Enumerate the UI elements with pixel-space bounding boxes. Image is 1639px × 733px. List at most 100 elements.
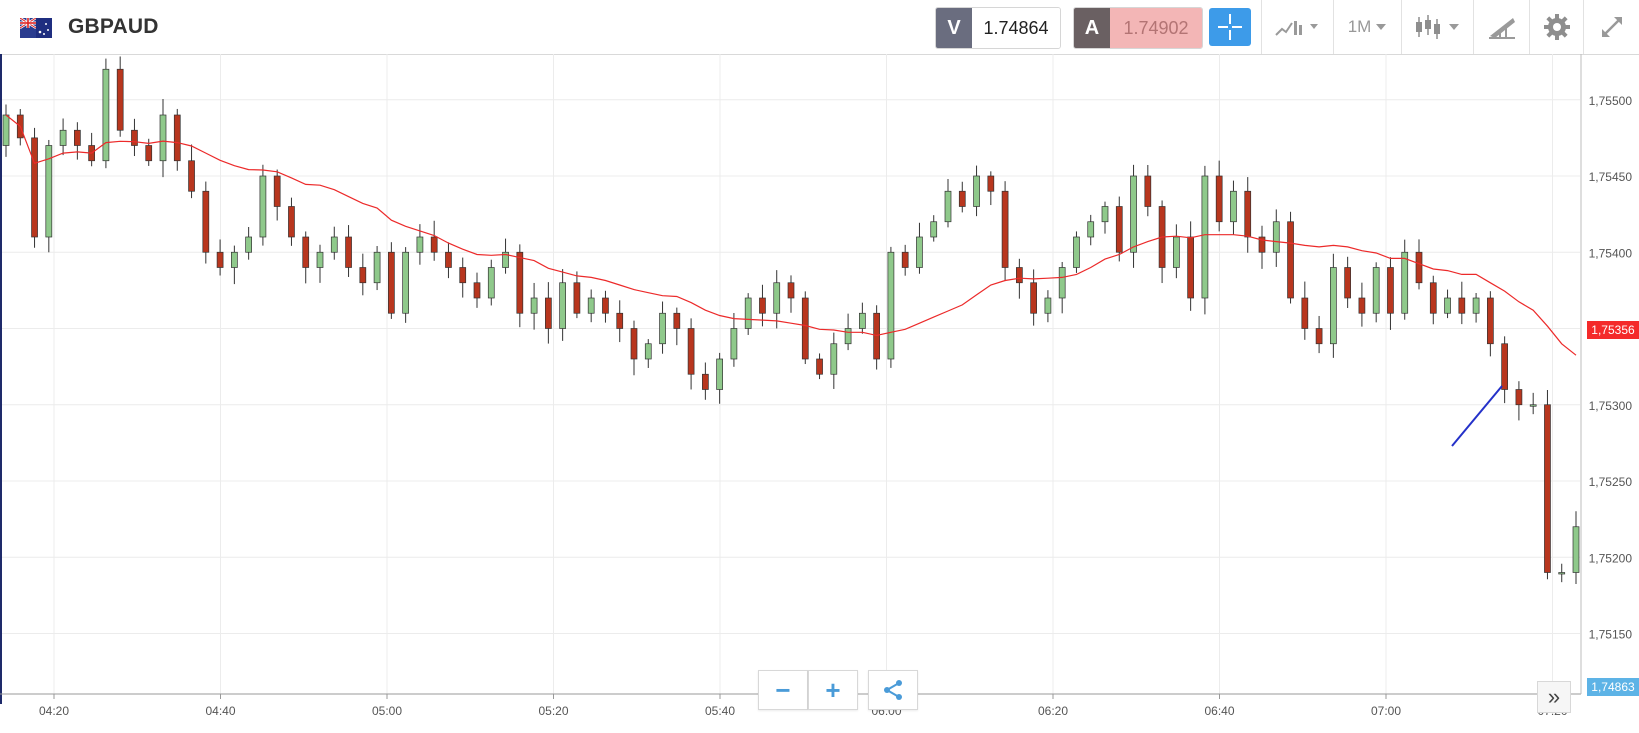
candle-body xyxy=(801,297,809,360)
y-tick-label: 1,75400 xyxy=(1589,246,1633,260)
buy-price: 1.74902 xyxy=(1110,8,1202,48)
candle-body xyxy=(316,251,324,268)
candle-body xyxy=(45,145,53,238)
zoom-in-button[interactable]: + xyxy=(808,670,858,710)
candle-body xyxy=(1287,221,1294,299)
expand-button[interactable] xyxy=(1583,0,1639,54)
candle-body xyxy=(388,251,395,314)
candle-body xyxy=(901,251,909,268)
x-tick-label: 04:20 xyxy=(39,704,69,718)
candle-body xyxy=(1187,236,1194,299)
candle-body xyxy=(259,175,267,238)
candle-body xyxy=(1344,267,1351,299)
candle-body xyxy=(773,282,781,314)
candle-body xyxy=(359,267,367,284)
candle-body xyxy=(1130,175,1137,253)
candle-body xyxy=(1315,328,1323,345)
candle-body xyxy=(1358,297,1366,314)
candle-body xyxy=(59,129,67,146)
candle-body xyxy=(330,236,338,253)
sell-quote-button[interactable]: V 1.74864 xyxy=(935,7,1061,49)
indicators-button[interactable] xyxy=(1261,0,1334,54)
candle-body xyxy=(1073,236,1080,268)
chart-type-button[interactable] xyxy=(1401,0,1474,54)
candle-body xyxy=(1030,282,1037,314)
candle-body xyxy=(1173,236,1180,268)
candle-body xyxy=(859,312,866,329)
candle-body xyxy=(502,251,509,268)
candle-body xyxy=(373,251,381,284)
candle-body xyxy=(430,236,438,253)
candle-body xyxy=(1401,251,1409,314)
window-edge xyxy=(0,54,2,704)
candle-body xyxy=(245,236,252,253)
candle-body xyxy=(1016,267,1023,284)
y-tick-label: 1,75500 xyxy=(1589,94,1633,108)
trend-drawing-line[interactable] xyxy=(1451,385,1503,447)
candle-body xyxy=(216,251,224,268)
candle-body xyxy=(74,129,81,146)
y-tick-label: 1,75200 xyxy=(1589,551,1633,565)
settings-button[interactable] xyxy=(1529,0,1584,54)
candle-body xyxy=(730,328,738,360)
draw-button[interactable] xyxy=(1473,0,1530,54)
draw-icon xyxy=(1489,18,1515,39)
candle-body xyxy=(1487,297,1494,345)
candle-body xyxy=(602,297,609,314)
buy-tag: A xyxy=(1074,8,1110,48)
candle-body xyxy=(530,297,538,314)
chart-area[interactable]: 04:20 04:40 05:00 05:20 05:40 06:00 06:20 06:40… xyxy=(0,54,1639,733)
candle-body xyxy=(830,343,838,375)
candle-body xyxy=(288,206,295,238)
candle-body xyxy=(716,358,723,390)
candle-body xyxy=(1101,206,1109,223)
x-tick-label: 05:20 xyxy=(538,704,568,718)
candle-body xyxy=(559,282,566,329)
candle-body xyxy=(273,175,281,207)
candle-body xyxy=(302,236,310,268)
candle-body xyxy=(202,190,210,253)
zoom-out-button[interactable]: − xyxy=(758,670,808,710)
candle-body xyxy=(416,236,424,253)
candles xyxy=(2,56,1580,585)
share-button[interactable] xyxy=(868,670,918,710)
candlestick-chart[interactable]: 04:20 04:40 05:00 05:20 05:40 06:00 06:20 06:40… xyxy=(0,54,1639,733)
x-tick-label: 05:00 xyxy=(372,704,402,718)
candle-body xyxy=(1087,221,1095,238)
candle-body xyxy=(816,358,823,375)
candle-body xyxy=(1001,190,1009,268)
candle-body xyxy=(1301,297,1309,329)
candle-body xyxy=(1230,190,1237,223)
timeframe-dropdown[interactable]: 1M xyxy=(1333,0,1402,54)
expand-icon xyxy=(1602,17,1622,37)
candle-body xyxy=(487,267,495,299)
candle-body xyxy=(1472,297,1480,314)
candle-body xyxy=(1258,236,1266,253)
candle-body xyxy=(759,297,766,314)
ma-price-tag: 1,75356 xyxy=(1587,321,1639,339)
candle-body xyxy=(2,114,10,146)
crosshair-button[interactable] xyxy=(1209,8,1251,46)
candle-body xyxy=(744,297,752,329)
candle-body xyxy=(31,137,38,238)
sell-price: 1.74864 xyxy=(972,8,1060,48)
chevron-down-icon xyxy=(1376,24,1387,30)
share-icon xyxy=(884,680,902,700)
candle-body xyxy=(787,282,795,299)
candle-body xyxy=(987,175,995,192)
candle-body xyxy=(1215,175,1223,223)
candle-body xyxy=(1330,267,1337,345)
candle-body xyxy=(1572,526,1580,573)
candle-body xyxy=(459,267,467,284)
buy-quote-button[interactable]: A 1.74902 xyxy=(1073,7,1203,49)
candle-body xyxy=(102,68,110,162)
candle-body xyxy=(873,312,880,360)
candle-body xyxy=(1558,572,1566,575)
candle-body xyxy=(231,251,238,268)
candle-body xyxy=(445,251,452,268)
candle-body xyxy=(1501,343,1508,390)
candle-body xyxy=(116,68,124,131)
x-tick-label: 05:40 xyxy=(705,704,735,718)
candle-body xyxy=(145,145,153,162)
scroll-forward-button[interactable]: » xyxy=(1537,681,1571,713)
